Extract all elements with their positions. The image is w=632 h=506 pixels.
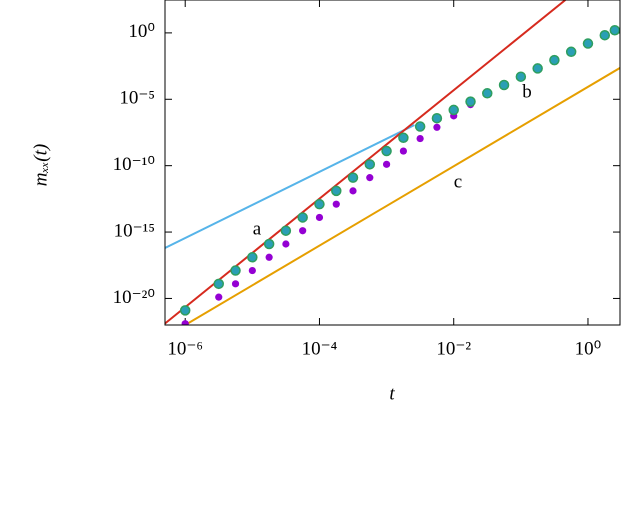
y-tick-label: 10⁻¹⁵ <box>114 220 155 241</box>
fit-line <box>165 124 415 249</box>
ring-marker <box>213 278 225 290</box>
plot-frame <box>164 0 621 326</box>
ring-marker <box>280 225 292 236</box>
x-tick-label: 10⁻⁶ <box>167 338 203 359</box>
ring-marker <box>230 265 241 276</box>
ring-marker <box>515 71 527 82</box>
ring-marker <box>247 252 258 263</box>
annotation: a <box>253 218 262 239</box>
dot-marker <box>382 160 391 168</box>
dot-marker <box>299 227 307 235</box>
ring-marker <box>599 29 611 41</box>
dot-marker <box>366 174 374 182</box>
y-tick-label: 10⁻⁵ <box>119 88 155 109</box>
ring-marker <box>364 159 376 170</box>
x-tick-label: 10⁻⁴ <box>302 338 338 359</box>
y-tick-label: 10⁻²⁰ <box>113 287 155 308</box>
dot-marker <box>416 134 424 143</box>
dot-marker <box>265 253 273 261</box>
ring-marker <box>314 198 325 210</box>
annotation: c <box>454 171 462 192</box>
ring-marker <box>398 132 409 144</box>
dot-marker <box>399 147 407 155</box>
ring-marker <box>609 25 620 36</box>
ring-marker <box>431 112 443 124</box>
plot-area <box>165 0 620 325</box>
y-tick-label: 10⁻¹⁰ <box>113 154 155 175</box>
ring-marker <box>347 172 359 183</box>
dot-marker <box>248 266 256 275</box>
annotation: b <box>522 81 532 102</box>
fit-line <box>165 0 566 325</box>
ring-marker <box>331 185 342 197</box>
dot-marker <box>433 123 441 131</box>
y-axis-label: mₓₓ(t) <box>30 144 51 186</box>
ring-marker <box>482 88 493 99</box>
x-axis-label: t <box>389 383 395 404</box>
ring-marker <box>549 54 560 66</box>
ring-marker <box>414 121 426 132</box>
ring-marker <box>465 96 476 107</box>
ring-marker <box>582 38 594 49</box>
fit-line <box>184 67 620 325</box>
ring-marker <box>565 46 577 58</box>
ring-marker <box>263 238 275 250</box>
dot-marker <box>231 280 240 288</box>
dot-marker <box>215 293 223 301</box>
dot-marker <box>282 240 290 248</box>
dot-marker <box>315 213 324 222</box>
ring-marker <box>532 63 543 74</box>
dot-marker <box>349 187 357 195</box>
ring-marker <box>179 305 191 316</box>
dot-marker <box>332 200 340 208</box>
ring-marker <box>381 145 392 157</box>
x-tick-label: 10⁰ <box>575 338 602 359</box>
ring-marker <box>297 212 308 223</box>
ring-marker <box>448 104 459 116</box>
dot-marker <box>181 320 189 325</box>
ring-marker <box>498 79 510 91</box>
y-tick-label: 10⁰ <box>128 21 155 42</box>
x-tick-label: 10⁻² <box>436 338 471 359</box>
